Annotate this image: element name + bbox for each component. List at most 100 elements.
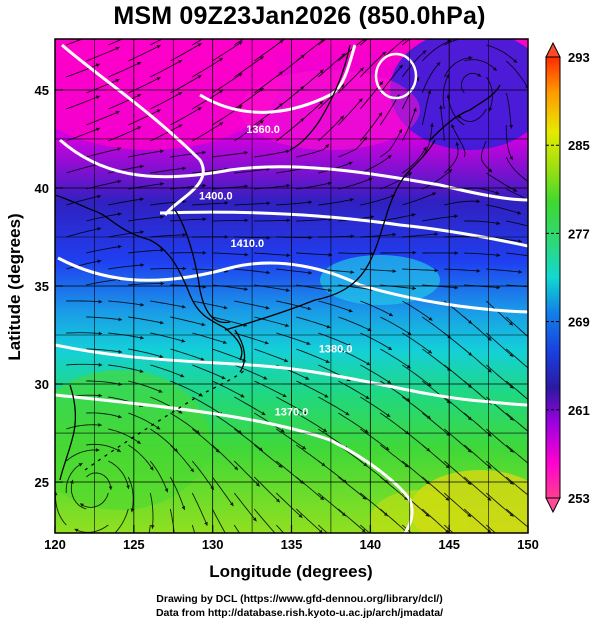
streamline (66, 300, 103, 303)
streamline (359, 51, 387, 78)
streamline (402, 39, 411, 46)
streamline-arrow (181, 338, 186, 343)
streamline-arrow (487, 497, 492, 501)
streamline-arrow (495, 190, 500, 195)
streamline (402, 268, 439, 272)
streamline (128, 444, 154, 471)
streamline (380, 444, 409, 468)
streamline-arrow (328, 288, 332, 292)
streamline (192, 300, 228, 309)
streamline (108, 231, 144, 238)
streamline-arrow (219, 122, 224, 126)
streamline-arrow (404, 463, 409, 468)
streamline (464, 444, 492, 470)
contour-label: 1380.0 (319, 344, 353, 356)
x-tick-label: 145 (438, 537, 460, 552)
streamline-arrow (509, 124, 513, 129)
streamline-arrow (573, 463, 577, 467)
streamline (296, 412, 328, 433)
coast-ryukyu (84, 369, 246, 471)
streamline-arrow (261, 411, 266, 415)
streamline-arrow (139, 369, 144, 373)
coast-hokkaido (429, 84, 501, 141)
streamline (421, 89, 431, 126)
streamline-arrow (95, 448, 100, 452)
streamline (108, 165, 144, 174)
streamline (506, 444, 528, 464)
streamline (464, 252, 501, 256)
streamline-arrow (326, 324, 331, 329)
streamline (212, 252, 249, 256)
streamline (65, 462, 83, 494)
streamline-arrow (190, 468, 194, 473)
streamline (338, 508, 366, 533)
streamline (192, 122, 224, 142)
colorbar-tick-label: 277 (568, 226, 590, 241)
streamline-arrow (159, 149, 164, 154)
colorbar-tick-label: 293 (568, 50, 590, 65)
streamline-arrow (518, 239, 522, 244)
streamline-arrow (513, 188, 518, 192)
streamline-arrow (404, 496, 408, 501)
streamline-arrow (244, 252, 249, 257)
streamline (360, 396, 391, 418)
streamline-arrow (305, 376, 310, 380)
streamline-arrow (378, 112, 382, 117)
streamline (86, 443, 122, 453)
streamline-arrow (156, 109, 161, 113)
streamline (169, 444, 195, 473)
streamline (296, 380, 329, 398)
streamline (422, 215, 458, 222)
streamline (233, 524, 240, 533)
streamline-arrow (116, 448, 121, 452)
x-tick-label: 140 (359, 537, 381, 552)
streamline (486, 172, 518, 192)
streamline-arrow (160, 215, 164, 219)
streamline (150, 124, 183, 142)
streamline-arrow (117, 244, 122, 249)
streamline (486, 204, 522, 215)
streamline (360, 300, 394, 317)
streamline-arrow (347, 343, 352, 347)
streamline (421, 122, 433, 158)
streamline-arrow (467, 481, 472, 485)
streamline (66, 162, 102, 174)
streamline-arrow (455, 142, 460, 146)
streamline (86, 278, 122, 286)
streamline (338, 348, 371, 366)
streamline-arrow (276, 498, 280, 503)
streamline-arrow (364, 429, 369, 433)
streamline-arrow (553, 543, 557, 547)
streamline (360, 233, 397, 238)
streamline-arrow (115, 46, 120, 51)
streamline (422, 284, 459, 289)
streamline-arrow (488, 168, 493, 173)
streamline-arrow (173, 541, 177, 545)
streamline-arrow (279, 40, 284, 44)
streamline (86, 245, 122, 254)
streamline-arrow (260, 25, 264, 29)
streamline-arrow (286, 288, 290, 292)
streamline (402, 233, 439, 238)
streamline (506, 412, 528, 432)
streamline-arrow (308, 200, 313, 205)
contour-1360b (199, 44, 357, 114)
streamline (192, 332, 227, 344)
contour-1370 (55, 393, 414, 533)
streamline (150, 267, 187, 270)
streamline-arrow (434, 268, 439, 273)
streamline (422, 476, 450, 502)
streamline-arrow (182, 266, 187, 271)
streamline-arrow (229, 502, 234, 507)
streamline (150, 300, 186, 308)
streamline (486, 44, 518, 64)
streamline (254, 71, 284, 94)
streamline (86, 380, 123, 386)
streamline (505, 156, 528, 183)
streamline (360, 428, 390, 451)
streamline (402, 300, 433, 321)
streamline-arrow (308, 235, 313, 240)
streamline-arrow (182, 166, 186, 171)
streamline (486, 492, 514, 517)
streamline (86, 348, 123, 353)
